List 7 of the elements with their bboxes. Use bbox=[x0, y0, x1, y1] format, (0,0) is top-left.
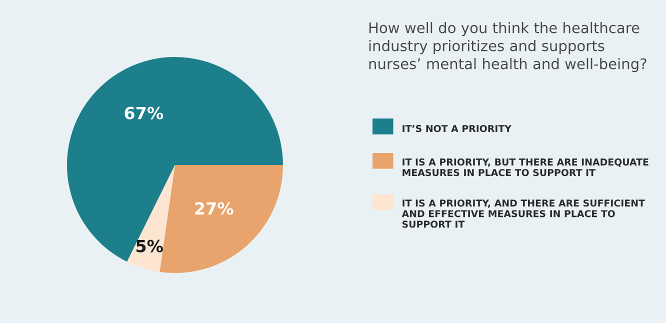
legend-label: IT’S NOT A PRIORITY bbox=[402, 124, 512, 132]
legend-label: IT IS A PRIORITY, BUT THERE ARE INADEQUATE MEASURES IN PLACE TO SUPPORT IT bbox=[402, 158, 648, 176]
chart-title: How well do you think the healthcare industry prioritizes and supports nurses’ mental health and well-being? bbox=[369, 22, 646, 72]
data-label: 27% bbox=[195, 202, 234, 215]
data-label: 67% bbox=[124, 106, 164, 120]
legend-label: IT IS A PRIORITY, AND THERE ARE SUFFICIENT AND EFFECTIVE MEASURES IN PLACE TO SUPPORT IT bbox=[402, 199, 645, 228]
data-label: 5% bbox=[136, 240, 163, 252]
